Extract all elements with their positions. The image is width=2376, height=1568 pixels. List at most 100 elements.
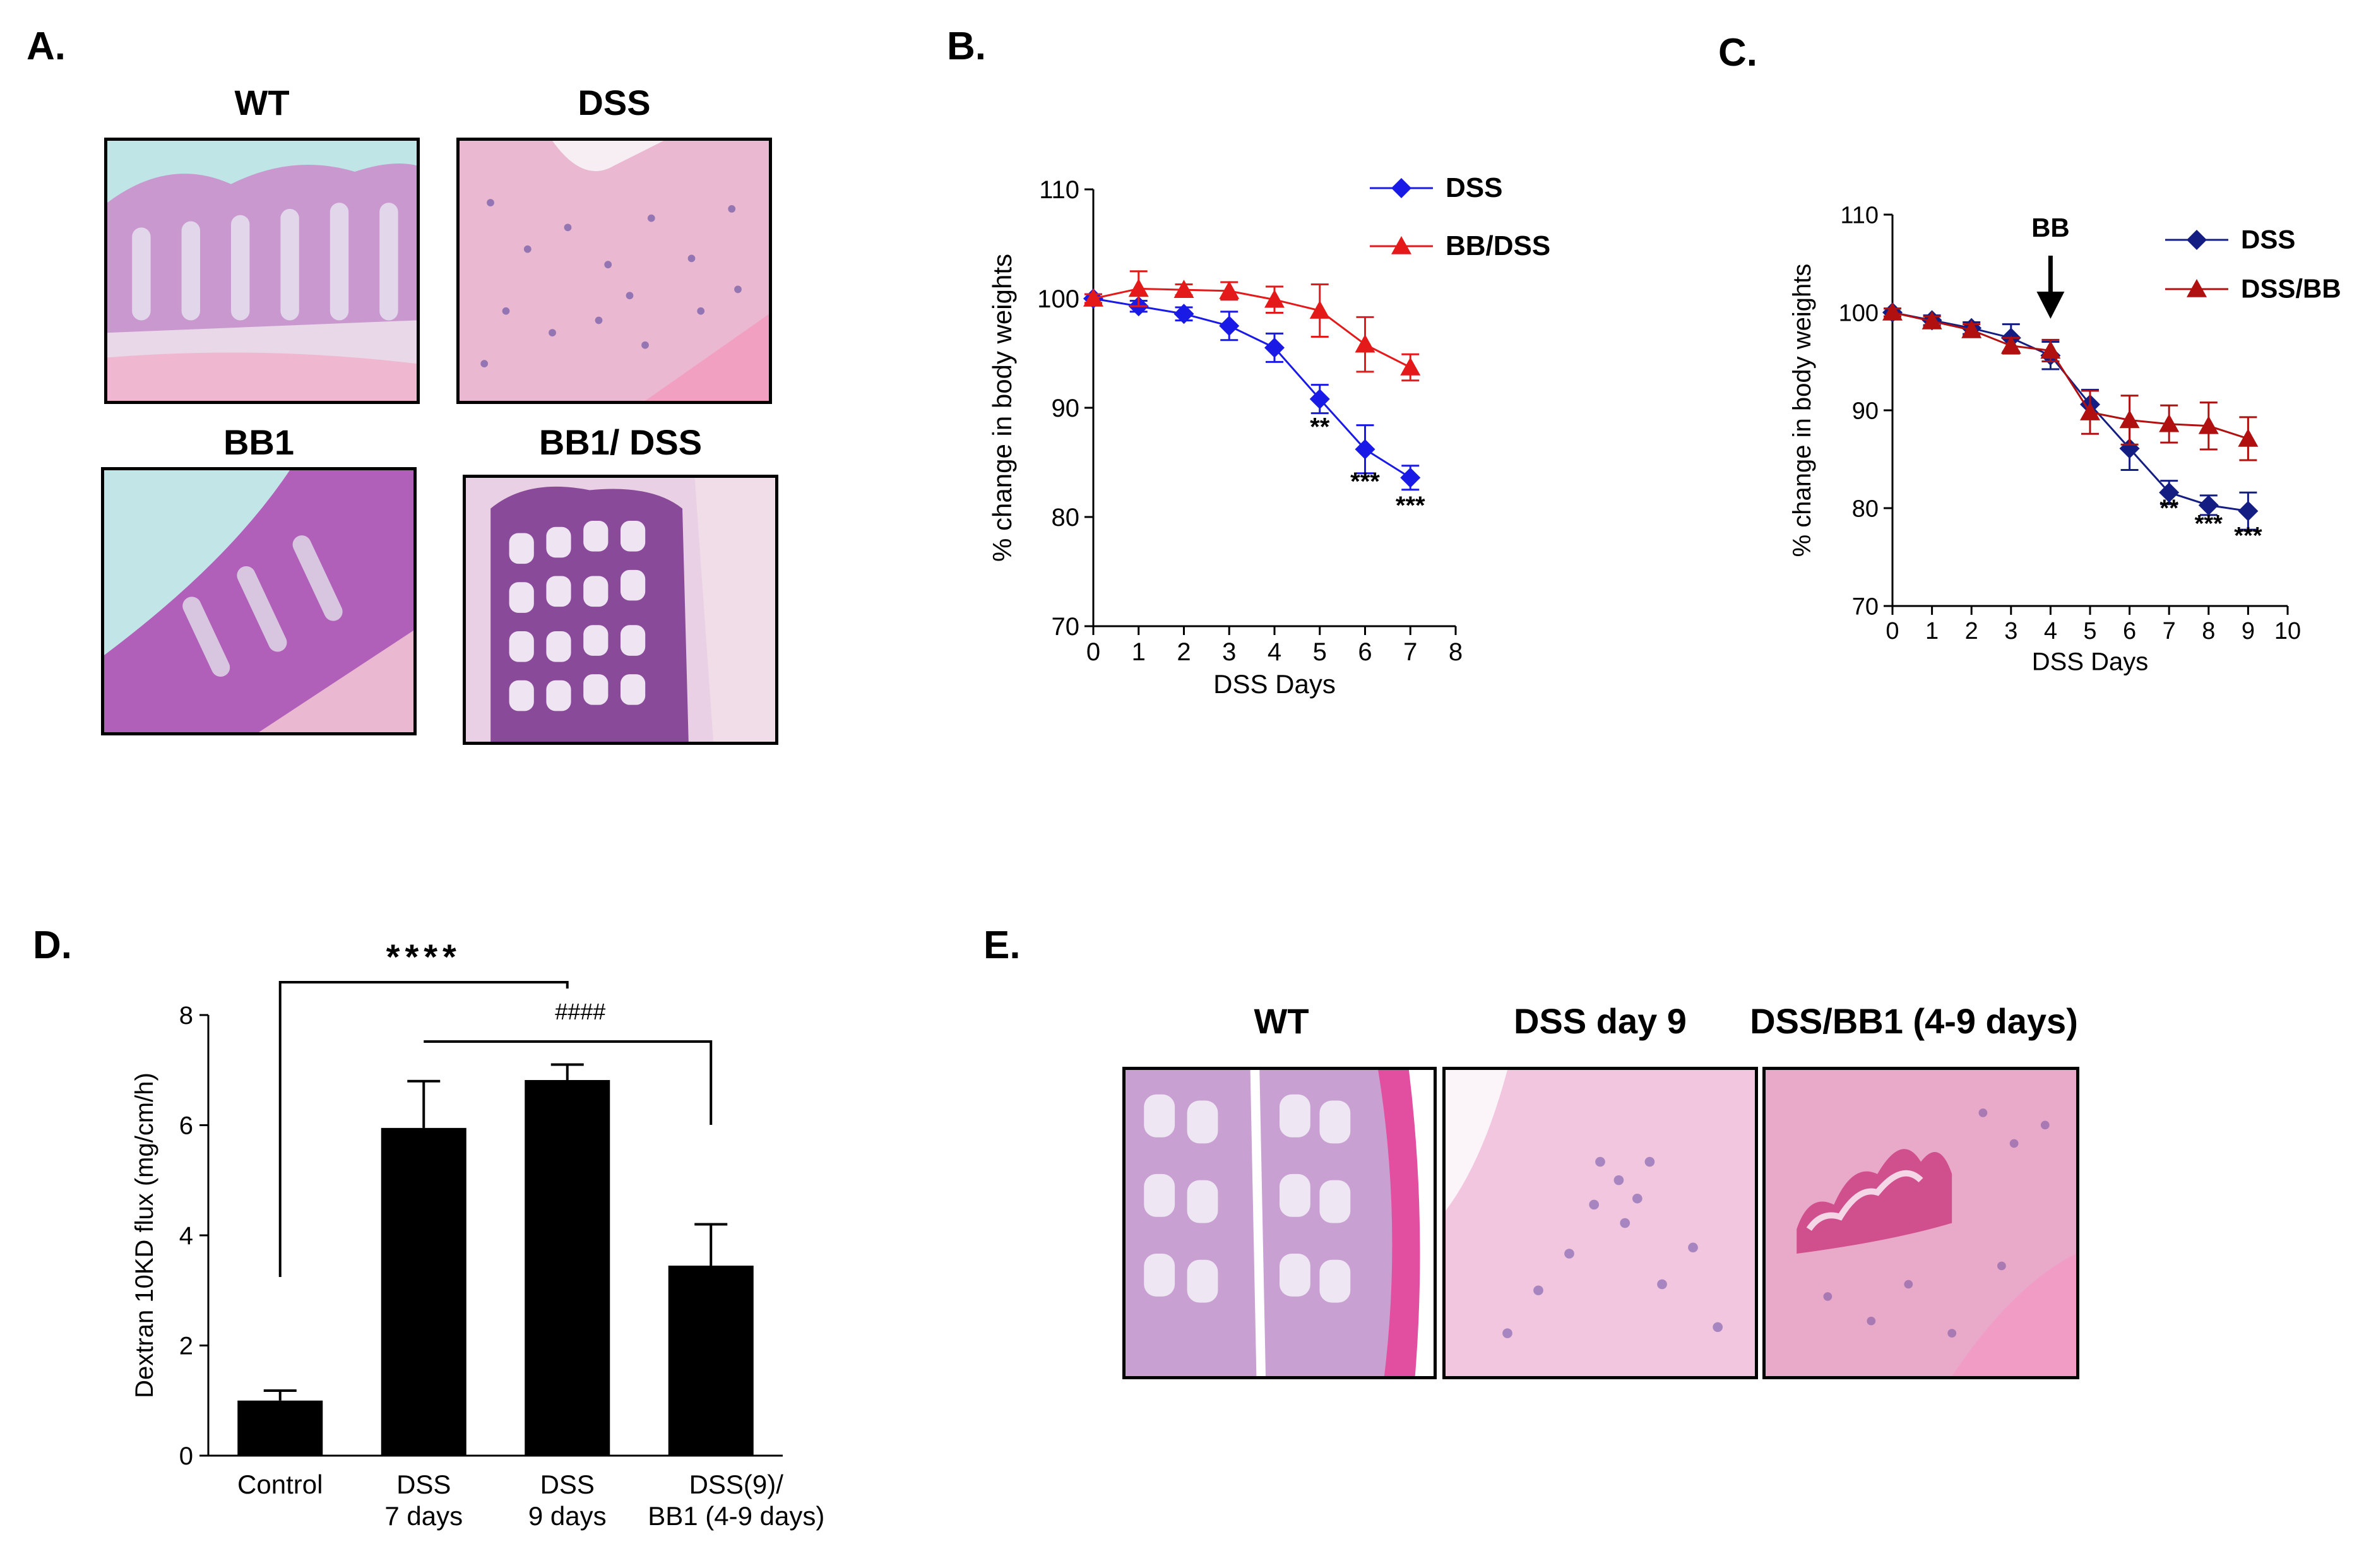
chart-b-series-line-bbdss xyxy=(1093,287,1411,369)
panel-a-image-title-bb1: BB1 xyxy=(223,422,295,462)
chart-c-x-axis-label: DSS Days xyxy=(2032,648,2149,675)
chart-c-point xyxy=(2159,482,2180,503)
panel-a-image-bb1 xyxy=(101,467,417,735)
panel-b-letter: B. xyxy=(947,25,986,68)
chart-c-legend-label: DSS xyxy=(2241,224,2295,254)
chart-c-point xyxy=(2238,501,2259,521)
panel-e-image-wt xyxy=(1122,1067,1437,1379)
chart-c-x-tick-label: 1 xyxy=(1925,618,1939,644)
panel-a-image-dss xyxy=(456,138,772,404)
panel-e-image-title-wt: WT xyxy=(1254,1001,1309,1041)
chart-b-significance-label: *** xyxy=(1350,468,1380,496)
chart-b-y-tick-label: 70 xyxy=(1052,613,1080,641)
chart-c-point xyxy=(1882,302,1903,321)
chart-d-significance-label: **** xyxy=(386,937,461,977)
chart-d-y-tick-label: 8 xyxy=(179,1002,193,1030)
chart-d-category-label: BB1 (4-9 days) xyxy=(648,1501,824,1531)
panel-a-letter: A. xyxy=(27,25,66,68)
chart-c-point xyxy=(2159,413,2180,432)
chart-b-x-tick-label: 2 xyxy=(1177,638,1191,666)
chart-c-y-tick-label: 90 xyxy=(1852,398,1879,424)
chart-d-bar xyxy=(525,1079,610,1456)
chart-c-x-tick-label: 0 xyxy=(1886,618,1899,644)
panel-e-letter: E. xyxy=(983,924,1021,967)
chart-c-y-axis-label: % change in body weights xyxy=(1788,264,1816,557)
panel-a-image-title-bb1-dss: BB1/ DSS xyxy=(538,422,703,462)
panel-e-image-dss-bb1 xyxy=(1762,1067,2079,1379)
chart-c-y-tick-label: 110 xyxy=(1840,202,1879,229)
chart-c-point xyxy=(2119,438,2140,459)
chart-c-x-tick-label: 9 xyxy=(2242,618,2255,644)
chart-b-x-tick-label: 3 xyxy=(1222,638,1236,666)
chart-d-significance-bracket xyxy=(424,1040,713,1125)
chart-d-category-label: DSS xyxy=(540,1470,595,1499)
chart-c-x-tick-label: 5 xyxy=(2083,618,2096,644)
chart-c-significance-label: *** xyxy=(2195,511,2223,537)
chart-c-arrow-label: BB xyxy=(2031,213,2070,242)
chart-b-y-tick-label: 90 xyxy=(1052,395,1080,422)
panel-e-image-dss-day9 xyxy=(1442,1067,1758,1379)
chart-c-point xyxy=(2000,335,2021,354)
chart-b-point xyxy=(1400,357,1421,376)
chart-d-category-label: DSS xyxy=(396,1470,451,1499)
chart-b-legend-marker xyxy=(1391,236,1411,254)
chart-d-category-label: 9 days xyxy=(528,1501,607,1531)
chart-d-bar xyxy=(237,1400,323,1456)
chart-b-point xyxy=(1309,300,1330,319)
chart-d-category-label: Control xyxy=(237,1470,323,1499)
chart-c-x-tick-label: 10 xyxy=(2274,618,2301,644)
chart-b-point xyxy=(1173,304,1194,324)
panel-c-letter: C. xyxy=(1718,31,1757,74)
chart-b-x-tick-label: 4 xyxy=(1268,638,1281,666)
chart-b-point xyxy=(1083,288,1103,307)
chart-c-arrow-head xyxy=(2036,292,2065,319)
chart-b-y-axis-label: % change in body weights xyxy=(987,254,1017,562)
chart-d-y-tick-label: 2 xyxy=(179,1333,193,1360)
chart-b-y-tick-label: 100 xyxy=(1037,285,1079,313)
chart-c-point xyxy=(1961,319,1982,338)
chart-c-y-tick-label: 100 xyxy=(1839,300,1879,326)
chart-b-point xyxy=(1355,439,1375,460)
chart-b-legend-marker xyxy=(1391,178,1411,198)
panel-d-letter: D. xyxy=(33,924,72,967)
chart-c-series-line-dssbb xyxy=(1892,311,2248,440)
chart-b-x-tick-label: 8 xyxy=(1449,638,1463,666)
chart-c-x-tick-label: 6 xyxy=(2123,618,2136,644)
chart-c-point xyxy=(2198,415,2219,434)
chart-b-y-tick-label: 80 xyxy=(1052,504,1080,532)
chart-c-x-tick-label: 4 xyxy=(2044,618,2057,644)
chart-c-legend-marker xyxy=(2187,230,2207,250)
chart-d-significance-bracket xyxy=(278,981,569,1278)
chart-c-y-tick-label: 70 xyxy=(1852,593,1879,620)
chart-b-x-tick-label: 1 xyxy=(1132,638,1146,666)
chart-b-point xyxy=(1264,337,1285,358)
chart-d-y-axis-label: Dextran 10KD flux (mg/cm/h) xyxy=(131,1072,158,1398)
chart-b-x-tick-label: 0 xyxy=(1086,638,1100,666)
chart-b-point xyxy=(1219,316,1240,336)
chart-b-point xyxy=(1173,280,1194,298)
chart-c-significance-label: *** xyxy=(2234,523,2262,549)
chart-b-point xyxy=(1309,389,1330,410)
chart-b-point xyxy=(1400,467,1421,488)
chart-b-point xyxy=(1355,334,1375,353)
chart-d-bar xyxy=(668,1265,754,1456)
chart-b-point xyxy=(1219,280,1240,299)
chart-c-x-tick-label: 8 xyxy=(2202,618,2215,644)
panel-a-image-bb1-dss xyxy=(463,475,778,745)
chart-b-legend-label: DSS xyxy=(1446,172,1502,203)
chart-b-x-axis-label: DSS Days xyxy=(1213,669,1336,699)
chart-c-y-tick-label: 80 xyxy=(1852,496,1879,522)
chart-c-point xyxy=(2238,428,2259,447)
chart-c-point xyxy=(2198,495,2219,516)
panel-a-image-wt xyxy=(104,138,420,404)
chart-c-point xyxy=(2119,410,2140,429)
chart-c-legend-marker xyxy=(2187,279,2207,297)
panel-a-image-title-wt: WT xyxy=(234,83,290,122)
panel-e-image-title-dss-bb1: DSS/BB1 (4-9 days) xyxy=(1750,1001,2078,1041)
chart-d-y-tick-label: 4 xyxy=(179,1222,193,1250)
chart-c-point xyxy=(1922,311,1942,330)
chart-b-x-tick-label: 5 xyxy=(1313,638,1327,666)
chart-b-point xyxy=(1128,278,1149,297)
